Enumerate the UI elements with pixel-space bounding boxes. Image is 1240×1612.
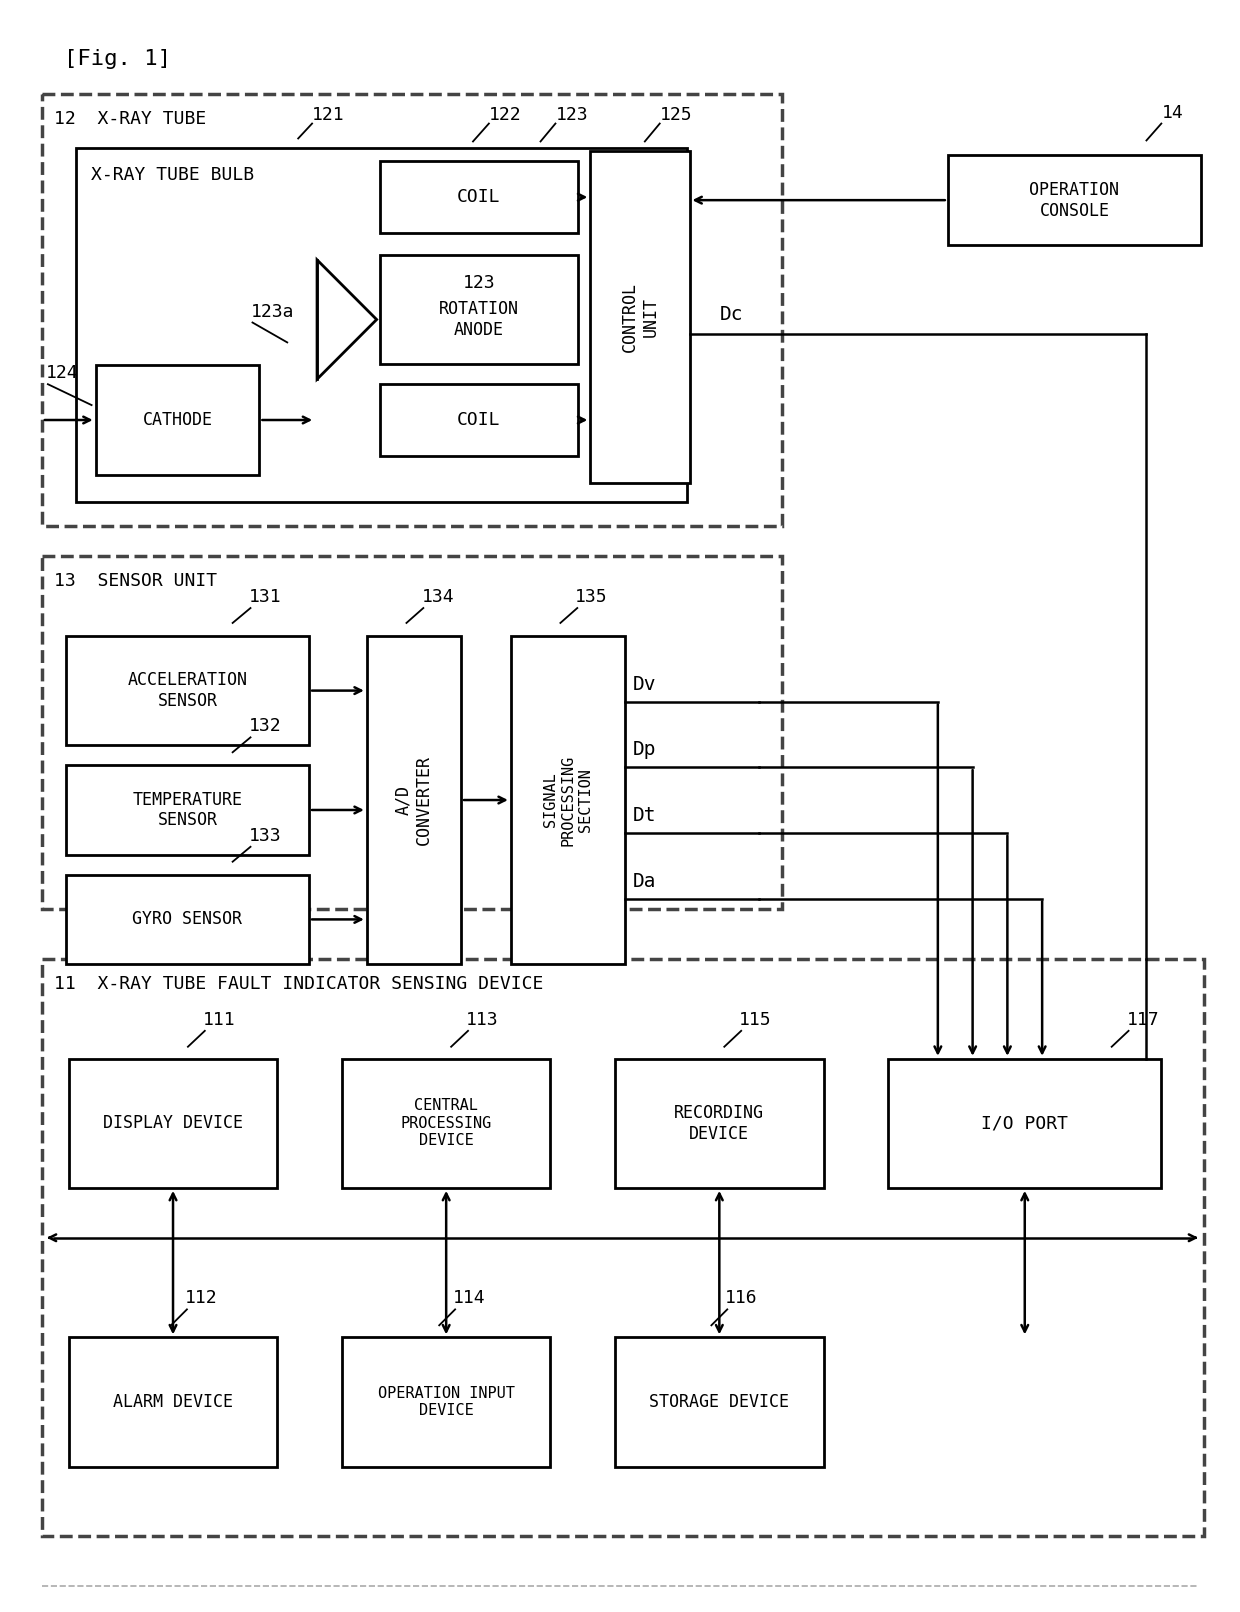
- Text: OPERATION INPUT
DEVICE: OPERATION INPUT DEVICE: [378, 1386, 515, 1419]
- Text: 13  SENSOR UNIT: 13 SENSOR UNIT: [53, 572, 217, 590]
- Bar: [76, 148, 687, 501]
- Text: ALARM DEVICE: ALARM DEVICE: [113, 1393, 233, 1410]
- Text: 14: 14: [1162, 103, 1183, 121]
- Text: COIL: COIL: [458, 189, 501, 206]
- Text: [Fig. 1]: [Fig. 1]: [63, 48, 171, 69]
- Text: Dv: Dv: [632, 674, 656, 693]
- Text: X-RAY TUBE BULB: X-RAY TUBE BULB: [91, 166, 254, 184]
- Text: 123: 123: [556, 105, 588, 124]
- Polygon shape: [317, 260, 377, 379]
- Bar: [511, 635, 625, 964]
- Text: 124: 124: [46, 364, 78, 382]
- Bar: [42, 959, 1204, 1536]
- Bar: [342, 1338, 551, 1467]
- Text: 111: 111: [203, 1011, 236, 1028]
- Text: 113: 113: [466, 1011, 498, 1028]
- Bar: [590, 152, 689, 482]
- Bar: [888, 1059, 1162, 1188]
- Bar: [379, 384, 578, 456]
- Bar: [66, 635, 309, 745]
- Text: Dc: Dc: [719, 305, 743, 324]
- Text: Da: Da: [632, 872, 656, 890]
- Text: CONTROL
UNIT: CONTROL UNIT: [620, 282, 660, 351]
- Bar: [42, 93, 782, 527]
- Text: TEMPERATURE
SENSOR: TEMPERATURE SENSOR: [133, 790, 243, 830]
- Text: I/O PORT: I/O PORT: [981, 1114, 1069, 1132]
- Bar: [947, 155, 1202, 245]
- Bar: [95, 366, 259, 474]
- Text: 121: 121: [312, 105, 345, 124]
- Text: 122: 122: [489, 105, 522, 124]
- Bar: [615, 1338, 823, 1467]
- Text: 123: 123: [463, 274, 495, 292]
- Bar: [615, 1059, 823, 1188]
- Bar: [68, 1338, 278, 1467]
- Text: Dp: Dp: [632, 740, 656, 759]
- Text: 135: 135: [575, 588, 608, 606]
- Text: ROTATION
ANODE: ROTATION ANODE: [439, 300, 520, 339]
- Text: A/D
CONVERTER: A/D CONVERTER: [394, 754, 433, 845]
- Text: 112: 112: [185, 1290, 217, 1307]
- Text: 114: 114: [453, 1290, 486, 1307]
- Text: CENTRAL
PROCESSING
DEVICE: CENTRAL PROCESSING DEVICE: [401, 1098, 492, 1148]
- Bar: [367, 635, 461, 964]
- Text: 115: 115: [739, 1011, 771, 1028]
- Text: STORAGE DEVICE: STORAGE DEVICE: [650, 1393, 790, 1410]
- Bar: [379, 255, 578, 364]
- Text: 133: 133: [248, 827, 281, 845]
- Text: 131: 131: [248, 588, 281, 606]
- Text: ACCELERATION
SENSOR: ACCELERATION SENSOR: [128, 671, 248, 709]
- Text: OPERATION
CONSOLE: OPERATION CONSOLE: [1029, 181, 1120, 219]
- Bar: [342, 1059, 551, 1188]
- Text: COIL: COIL: [458, 411, 501, 429]
- Bar: [379, 161, 578, 234]
- Text: 132: 132: [248, 717, 281, 735]
- Text: 134: 134: [422, 588, 454, 606]
- Text: 12  X-RAY TUBE: 12 X-RAY TUBE: [53, 110, 206, 127]
- Text: 11  X-RAY TUBE FAULT INDICATOR SENSING DEVICE: 11 X-RAY TUBE FAULT INDICATOR SENSING DE…: [53, 975, 543, 993]
- Text: Dt: Dt: [632, 806, 656, 825]
- Text: 123a: 123a: [250, 303, 294, 321]
- Text: 116: 116: [725, 1290, 758, 1307]
- Bar: [66, 875, 309, 964]
- Text: 117: 117: [1127, 1011, 1159, 1028]
- Text: GYRO SENSOR: GYRO SENSOR: [133, 911, 243, 929]
- Text: RECORDING
DEVICE: RECORDING DEVICE: [675, 1104, 764, 1143]
- Bar: [42, 556, 782, 909]
- Text: SIGNAL
PROCESSING
SECTION: SIGNAL PROCESSING SECTION: [543, 754, 593, 846]
- Text: CATHODE: CATHODE: [143, 411, 212, 429]
- Bar: [66, 766, 309, 854]
- Bar: [68, 1059, 278, 1188]
- Text: DISPLAY DEVICE: DISPLAY DEVICE: [103, 1114, 243, 1132]
- Text: 125: 125: [660, 105, 692, 124]
